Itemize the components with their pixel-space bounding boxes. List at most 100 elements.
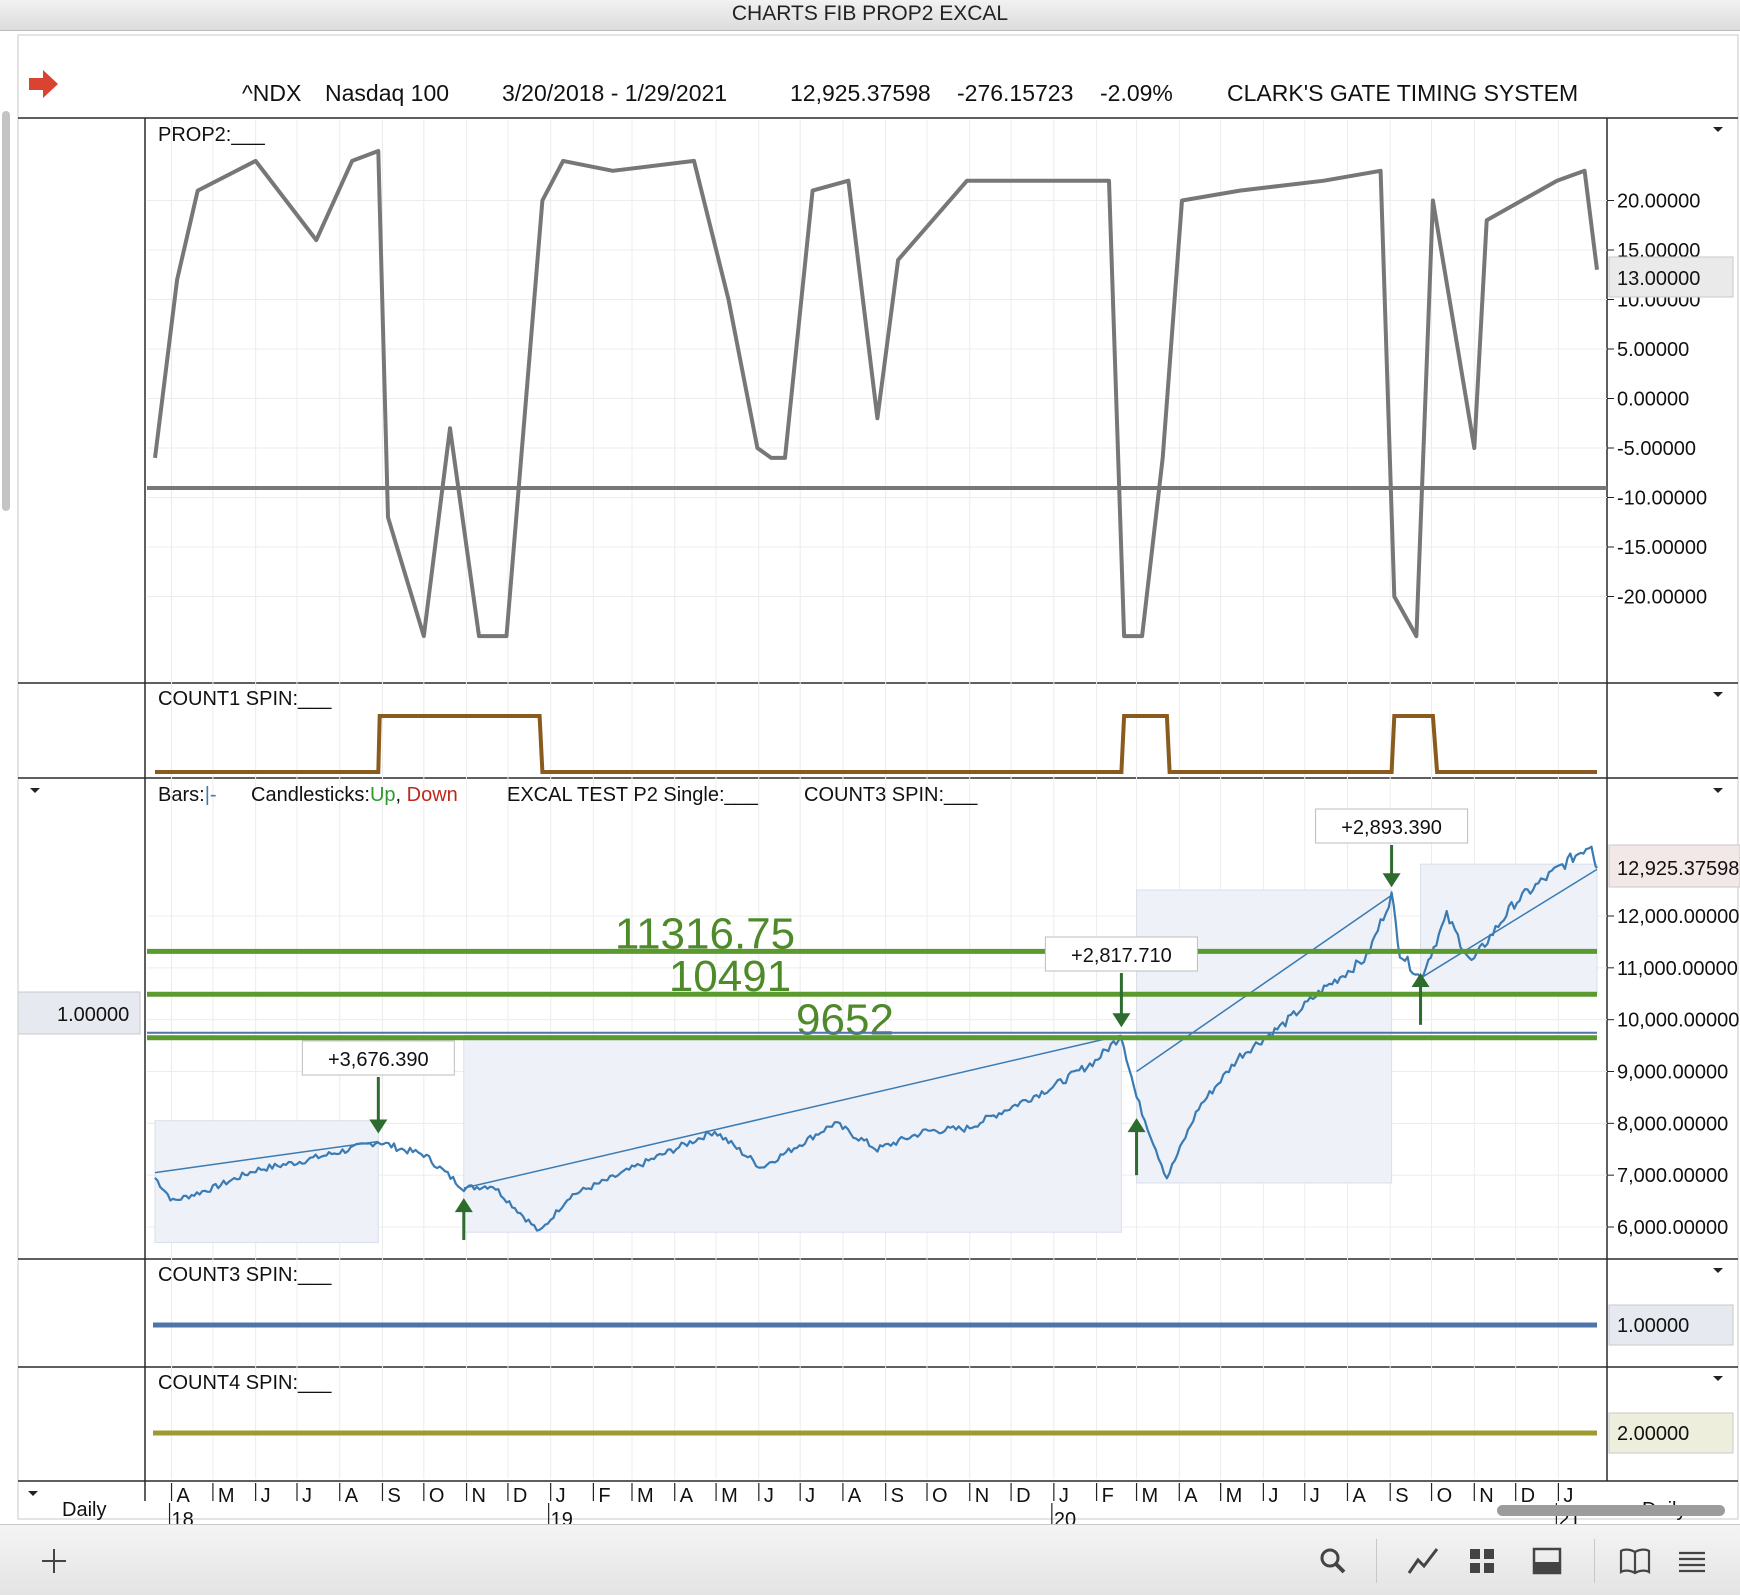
price-tick-label: 12,000.00000 bbox=[1617, 906, 1739, 928]
search-icon[interactable] bbox=[1313, 1541, 1353, 1581]
month-label: A bbox=[345, 1485, 359, 1507]
trend-line bbox=[463, 1034, 1122, 1189]
count3-value: 1.00000 bbox=[1617, 1315, 1689, 1337]
last-price: 12,925.37598 bbox=[790, 80, 931, 106]
month-label: M bbox=[637, 1485, 654, 1507]
price-tick-label: 7,000.00000 bbox=[1617, 1165, 1728, 1187]
date-range: 3/20/2018 - 1/29/2021 bbox=[502, 80, 727, 106]
count3-label: COUNT3 SPIN:___ bbox=[158, 1264, 332, 1286]
right-arrow-icon[interactable] bbox=[29, 70, 58, 98]
prop2-label: PROP2:___ bbox=[158, 124, 266, 146]
month-label: J bbox=[261, 1485, 271, 1507]
month-label: O bbox=[932, 1485, 948, 1507]
price-y-axis: 12,000.00000 11,000.00000 10,000.00000 9,00… bbox=[1607, 906, 1739, 1239]
month-label: S bbox=[387, 1485, 400, 1507]
legend-down: Down bbox=[407, 784, 458, 806]
month-label: M bbox=[218, 1485, 235, 1507]
period-left[interactable]: Daily bbox=[62, 1499, 106, 1521]
month-label: D bbox=[513, 1485, 527, 1507]
up-arrow-head bbox=[1127, 1118, 1146, 1133]
chart-area: ^NDX Nasdaq 100 3/20/2018 - 1/29/2021 12… bbox=[2, 34, 1740, 1524]
month-label: S bbox=[891, 1485, 904, 1507]
month-label: J bbox=[302, 1485, 312, 1507]
month-label: A bbox=[177, 1485, 191, 1507]
up-arrow-head bbox=[1411, 973, 1430, 988]
price-tick-label: 8,000.00000 bbox=[1617, 1113, 1728, 1135]
month-label: N bbox=[472, 1485, 486, 1507]
prop2-tick-label: -15.00000 bbox=[1617, 537, 1707, 559]
grid-icon[interactable] bbox=[1462, 1541, 1502, 1581]
month-label: J bbox=[1563, 1485, 1573, 1507]
year-label: 19 bbox=[551, 1509, 573, 1524]
plus-icon[interactable] bbox=[34, 1541, 74, 1581]
fib-label: 9652 bbox=[796, 996, 894, 1045]
count3-panel: COUNT3 SPIN:___ 1.00000 bbox=[153, 1264, 1734, 1346]
count4-menu-chevron-icon[interactable] bbox=[1713, 1376, 1723, 1381]
month-label: M bbox=[1142, 1485, 1159, 1507]
prop2-tick-label: -5.00000 bbox=[1617, 438, 1696, 460]
gain-box bbox=[1044, 936, 1198, 972]
count1-series-line bbox=[155, 714, 1597, 774]
price-tick-label: 10,000.00000 bbox=[1617, 1010, 1739, 1032]
menu-icon[interactable] bbox=[1672, 1541, 1712, 1581]
book-icon[interactable] bbox=[1615, 1541, 1655, 1581]
svg-text:Candlesticks:Up, Down: Candlesticks:Up, Down bbox=[251, 784, 458, 806]
legend-bars-symbol: |- bbox=[205, 784, 217, 806]
count1-menu-chevron-icon[interactable] bbox=[1713, 692, 1723, 697]
gain-box bbox=[301, 1040, 455, 1076]
price-menu-chevron-icon[interactable] bbox=[1713, 788, 1723, 793]
month-label: J bbox=[556, 1485, 566, 1507]
period-left-chevron-icon[interactable] bbox=[28, 1491, 38, 1496]
x-axis-years: 18 19 20 21 bbox=[168, 1503, 1581, 1524]
month-label: J bbox=[764, 1485, 774, 1507]
gain-label: +3,676.390 bbox=[328, 1049, 429, 1071]
current-price: 12,925.37598 bbox=[1617, 858, 1739, 880]
month-label: J bbox=[1310, 1485, 1320, 1507]
count4-value-marker bbox=[1608, 1412, 1734, 1454]
shaded-region bbox=[1420, 863, 1598, 995]
shaded-region bbox=[154, 1120, 379, 1244]
gain-box bbox=[1315, 808, 1469, 844]
header-row: ^NDX Nasdaq 100 3/20/2018 - 1/29/2021 12… bbox=[29, 70, 1578, 106]
vertical-gridlines bbox=[171, 120, 1559, 1479]
month-label: S bbox=[1395, 1485, 1408, 1507]
shaded-region bbox=[463, 1034, 1122, 1233]
legend-bars: Bars: bbox=[158, 784, 205, 806]
up-arrow-head bbox=[454, 1198, 473, 1213]
trend-lines bbox=[154, 868, 1598, 1189]
prop2-current-marker bbox=[1608, 256, 1734, 298]
month-label: A bbox=[680, 1485, 694, 1507]
panel-borders bbox=[18, 117, 1738, 1501]
month-label: J bbox=[1059, 1485, 1069, 1507]
fib-label: 11316.75 bbox=[615, 909, 795, 958]
system-name: CLARK'S GATE TIMING SYSTEM bbox=[1227, 80, 1578, 106]
trend-line bbox=[1136, 894, 1393, 1073]
legend-candles: Candlesticks: bbox=[251, 784, 370, 806]
prop2-tick-label: 0.00000 bbox=[1617, 389, 1689, 411]
down-arrow-head bbox=[1382, 873, 1401, 888]
left-value: 1.00000 bbox=[57, 1004, 129, 1026]
count3-menu-chevron-icon[interactable] bbox=[1713, 1268, 1723, 1273]
line-chart-icon[interactable] bbox=[1403, 1541, 1443, 1581]
trend-line bbox=[1420, 868, 1598, 979]
price-left-menu-chevron-icon[interactable] bbox=[30, 788, 40, 793]
year-label: 18 bbox=[172, 1509, 194, 1524]
count4-value: 2.00000 bbox=[1617, 1423, 1689, 1445]
legend-excal: EXCAL TEST P2 Single:___ bbox=[507, 784, 759, 806]
vertical-scrollbar[interactable] bbox=[2, 111, 10, 511]
month-label: N bbox=[975, 1485, 989, 1507]
panel-icon[interactable] bbox=[1527, 1541, 1567, 1581]
price-tick-label: 11,000.00000 bbox=[1617, 958, 1738, 980]
trend-line bbox=[154, 1140, 379, 1174]
prop2-menu-chevron-icon[interactable] bbox=[1713, 127, 1723, 132]
count1-panel: COUNT1 SPIN:___ bbox=[155, 688, 1723, 774]
horizontal-scrollbar[interactable] bbox=[1497, 1505, 1725, 1516]
price-panel: Bars:|- Candlesticks:Up, Down EXCAL TEST… bbox=[17, 784, 1740, 1244]
net-change: -276.15723 bbox=[957, 80, 1073, 106]
month-label: O bbox=[1437, 1485, 1453, 1507]
symbol-name: Nasdaq 100 bbox=[325, 80, 449, 106]
prop2-panel: PROP2:___ 20.0000015.0000010.000005.0000… bbox=[147, 124, 1734, 639]
month-label: J bbox=[805, 1485, 815, 1507]
